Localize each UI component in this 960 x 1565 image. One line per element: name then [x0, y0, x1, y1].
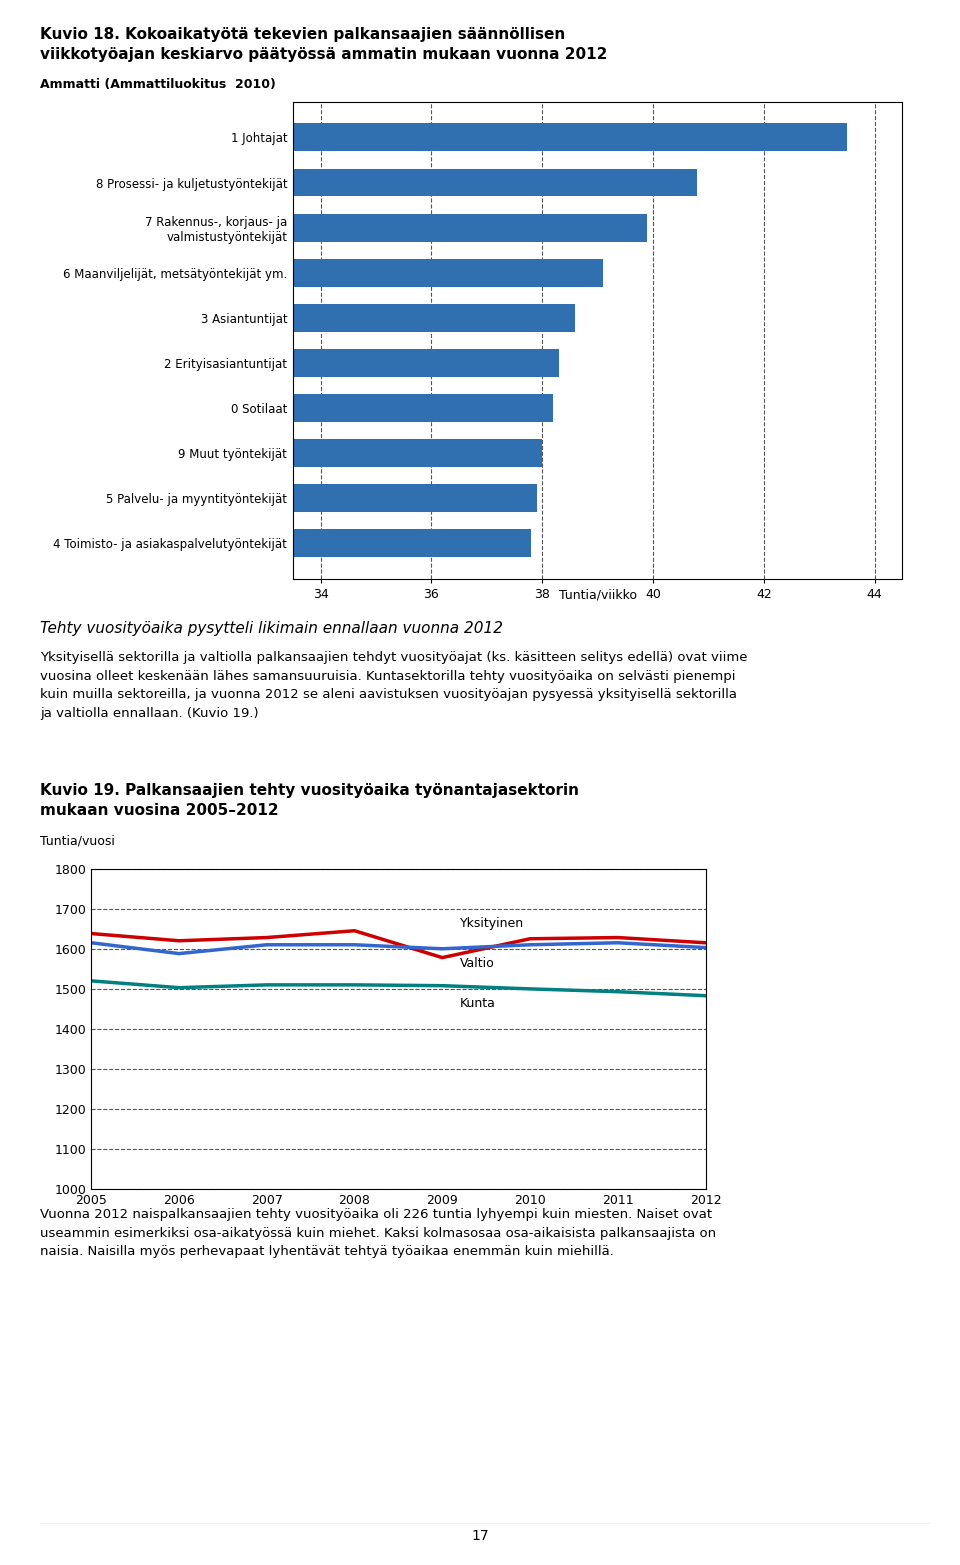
Text: Kunta: Kunta — [460, 997, 495, 1009]
Text: Valtio: Valtio — [460, 956, 494, 970]
Text: Tuntia/viikko: Tuntia/viikko — [559, 588, 636, 601]
Text: Tehty vuosityöaika pysytteli likimain ennallaan vuonna 2012: Tehty vuosityöaika pysytteli likimain en… — [40, 621, 503, 637]
Bar — [0, 349, 559, 377]
Text: Yksityinen: Yksityinen — [460, 917, 524, 930]
Text: Vuonna 2012 naispalkansaajien tehty vuosityöaika oli 226 tuntia lyhyempi kuin mi: Vuonna 2012 naispalkansaajien tehty vuos… — [40, 1208, 716, 1258]
Bar — [0, 169, 697, 197]
Text: Tuntia/vuosi: Tuntia/vuosi — [40, 834, 115, 847]
Bar — [0, 124, 847, 152]
Bar — [0, 258, 603, 286]
Text: Yksityisellä sektorilla ja valtiolla palkansaajien tehdyt vuosityöajat (ks. käsi: Yksityisellä sektorilla ja valtiolla pal… — [40, 651, 748, 720]
Text: Ammatti (Ammattiluokitus  2010): Ammatti (Ammattiluokitus 2010) — [40, 78, 276, 91]
Text: mukaan vuosina 2005–2012: mukaan vuosina 2005–2012 — [40, 803, 279, 818]
Bar — [0, 304, 575, 332]
Text: viikkotyöajan keskiarvo päätyössä ammatin mukaan vuonna 2012: viikkotyöajan keskiarvo päätyössä ammati… — [40, 47, 608, 63]
Bar — [0, 394, 553, 423]
Bar — [0, 484, 537, 512]
Text: 17: 17 — [471, 1529, 489, 1543]
Text: Kuvio 18. Kokoaikatyötä tekevien palkansaajien säännöllisen: Kuvio 18. Kokoaikatyötä tekevien palkans… — [40, 27, 565, 42]
Text: Kuvio 19. Palkansaajien tehty vuosityöaika työnantajasektorin: Kuvio 19. Palkansaajien tehty vuosityöai… — [40, 782, 579, 798]
Bar — [0, 529, 531, 557]
Bar — [0, 214, 647, 241]
Bar — [0, 440, 542, 466]
